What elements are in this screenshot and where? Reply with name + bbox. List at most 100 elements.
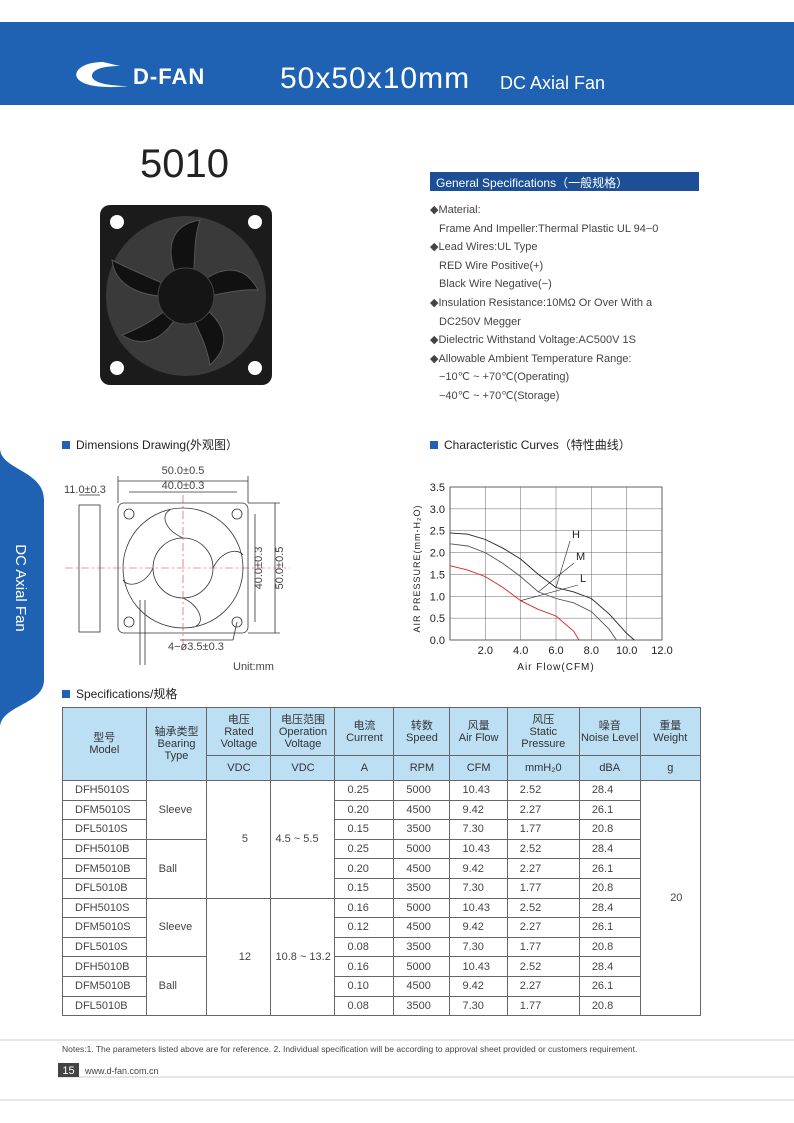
cell: Sleeve	[145, 780, 208, 840]
cell: 2.27	[506, 858, 580, 879]
column-zh: 风压	[532, 713, 555, 726]
x-tick-label: 12.0	[651, 645, 672, 657]
column-en: Current	[346, 731, 383, 744]
cell: 5000	[393, 838, 451, 860]
column-en: Noise Level	[580, 731, 639, 744]
dim-label: 11.0±0.3	[64, 484, 106, 496]
column-zh: 重量	[659, 719, 682, 732]
column-unit: RPM	[393, 755, 451, 781]
x-tick-label: 4.0	[513, 645, 528, 657]
cell: 5000	[393, 956, 451, 977]
cell: 0.15	[334, 819, 395, 840]
cell: 0.16	[334, 956, 395, 977]
spec-heading: General Specifications（一般规格）	[436, 176, 629, 190]
spec-line: RED Wire Positive(+)	[439, 259, 544, 272]
cell: 2.52	[506, 897, 580, 919]
y-tick-label: 2.5	[430, 526, 445, 538]
y-tick-label: 3.0	[430, 504, 445, 516]
cell: Ball	[145, 838, 208, 899]
fan-image	[100, 205, 272, 385]
cell: 1.77	[506, 819, 580, 840]
cell: 10.43	[449, 780, 508, 801]
cell: 2.27	[506, 975, 580, 997]
spec-item: ◆Insulation Resistance:10MΩ Or Over With…	[430, 296, 653, 309]
column-en: Bearing Type	[157, 738, 196, 762]
cell: 2.52	[506, 780, 580, 801]
cell: 28.4	[578, 956, 641, 977]
cell: 28.4	[578, 897, 641, 919]
notes: Notes:1. The parameters listed above are…	[62, 1044, 637, 1054]
spec-table: 型号 Model 轴承类型 Bearing Type 电压 Rated Voltage 电压…	[62, 707, 702, 1017]
cell: 7.30	[449, 936, 508, 958]
data-row: DFM5010S 0.20 4500 9.42 2.27 26.1	[62, 799, 701, 821]
data-row: DFH5010S Sleeve 5 4.5 ~ 5.5 0.25 5000 10.43 2.5…	[62, 779, 702, 1017]
column-zh: 电流	[353, 719, 376, 732]
column-en: Speed	[406, 731, 438, 744]
page-title: 50x50x10mm	[280, 62, 471, 95]
column-unit: g	[639, 755, 702, 781]
section-heading: Specifications/规格	[62, 685, 177, 702]
curve-label: L	[580, 573, 586, 585]
cell: 0.08	[334, 995, 395, 1017]
spec-line: −40℃ ~ +70℃(Storage)	[439, 389, 560, 402]
column-zh: 转数	[410, 719, 433, 732]
cell: DFH5010S	[62, 780, 147, 801]
column-header: 风量 Air Flow	[449, 707, 508, 756]
dimension-drawing	[78, 476, 280, 665]
data-row: DFL5010B 0.15 3500 7.30 1.77 20.8	[62, 877, 701, 899]
cell: 4500	[393, 975, 451, 997]
cell: DFL5010B	[62, 877, 147, 899]
spec-item: ◆Material:	[430, 204, 481, 216]
cell: 0.25	[334, 780, 395, 801]
page-box	[58, 1063, 79, 1077]
heading-text: Dimensions Drawing(外观图）	[76, 438, 239, 452]
data-row: DFM5010B 0.10 4500 9.42 2.27 26.1	[62, 975, 701, 997]
spec-item: ◆Lead Wires:UL Type	[430, 241, 538, 254]
leader-line	[538, 562, 575, 593]
spec-text: Insulation Resistance:10MΩ Or Over With …	[438, 296, 653, 309]
cell: 0.10	[334, 975, 395, 997]
cell: 20.8	[578, 819, 641, 840]
column-zh: 电压范围	[280, 713, 325, 726]
column-unit: VDC	[206, 755, 272, 781]
data-row: DFH5010B Ball 0.25 5000 10.43 2.52 28.4	[62, 838, 701, 899]
column-header: 电压 Rated Voltage	[206, 707, 272, 756]
cell: 28.4	[578, 780, 641, 801]
side-tab-text: DC Axial Fan	[12, 544, 29, 632]
y-tick-label: 1.0	[430, 591, 445, 603]
cell: 0.15	[334, 877, 395, 899]
cell: Sleeve	[145, 897, 208, 958]
spec-item: ◆Allowable Ambient Temperature Range:	[430, 352, 632, 365]
x-tick-label: 10.0	[616, 645, 637, 657]
column-en: Rated Voltage	[220, 725, 258, 750]
header-row: 型号 Model 轴承类型 Bearing Type 电压 Rated Voltage 电压…	[62, 707, 702, 781]
spec-text: Allowable Ambient Temperature Range:	[438, 352, 632, 365]
column-unit: mmH₂0	[506, 755, 580, 781]
column-header: 重量 Weight	[639, 707, 702, 756]
cell: 2.52	[506, 956, 580, 977]
column-header: 电流 Current	[334, 707, 395, 756]
cell: 10.43	[449, 838, 508, 860]
cell: 5000	[393, 780, 451, 801]
cell: 26.1	[578, 799, 641, 821]
spec-item: ◆Dielectric Withstand Voltage:AC500V 1S	[430, 334, 636, 347]
x-tick-label: 6.0	[548, 645, 563, 657]
cell: 9.42	[449, 975, 508, 997]
spec-text: Dielectric Withstand Voltage:AC500V 1S	[438, 334, 636, 347]
cell: 7.30	[449, 995, 508, 1017]
cell: 3500	[393, 936, 451, 958]
data-row: DFM5010B 0.20 4500 9.42 2.27 26.1	[62, 858, 701, 879]
y-tick-label: 1.5	[430, 569, 445, 581]
cell: 2.27	[506, 799, 580, 821]
cell: 26.1	[578, 858, 641, 879]
spec-line: DC250V Megger	[439, 315, 521, 328]
cell: DFL5010B	[62, 995, 147, 1017]
cell: 3500	[393, 995, 451, 1017]
cell: 26.1	[578, 975, 641, 997]
spec-text: Material:	[438, 204, 481, 216]
curve-chart: 0.0 0.5 1.0 1.5 2.0 2.5 3.0 3.5 2.0 4.0 6.0 8.0 10.0…	[412, 482, 673, 673]
cell: 1.77	[506, 995, 580, 1017]
cell: 3500	[393, 877, 451, 899]
